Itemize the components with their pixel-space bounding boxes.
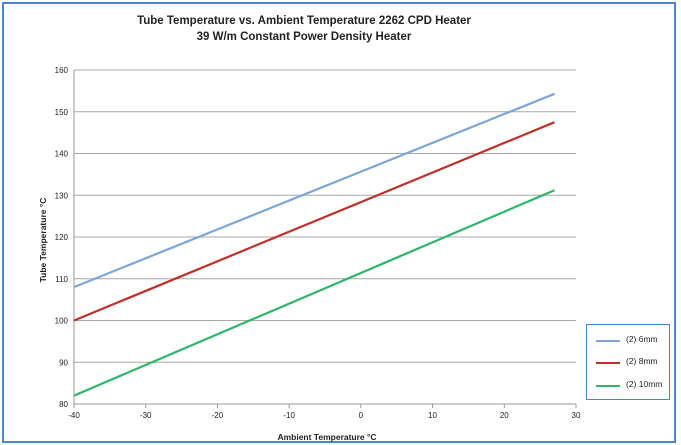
y-tick-label-160: 160 [55,66,69,75]
x-axis-title: Ambient Temperature °C [277,432,377,442]
x-tick-label--20: -20 [212,411,224,420]
x-tick-label--40: -40 [68,411,80,420]
x-tick-label-20: 20 [500,411,509,420]
y-axis-title: Tube Temperature °C [38,197,48,283]
legend-item-10mm: (2) 10mm [596,379,668,391]
x-tick-label-0: 0 [359,411,364,420]
series-line-0 [73,92,555,289]
y-tick-label-90: 90 [59,358,68,367]
legend-swatch-10mm [596,385,620,387]
legend-label-6mm: (2) 6mm [626,334,658,344]
y-tick-label-120: 120 [55,233,69,242]
y-tick-label-130: 130 [55,191,69,200]
y-tick-label-150: 150 [55,108,69,117]
legend-label-10mm: (2) 10mm [626,379,663,389]
legend-item-8mm: (2) 8mm [596,356,668,368]
x-tick-label--30: -30 [140,411,152,420]
x-tick-label-10: 10 [428,411,437,420]
y-tick-label-110: 110 [55,275,68,284]
y-tick-label-140: 140 [55,150,69,159]
legend-item-6mm: (2) 6mm [596,334,668,346]
legend: (2) 6mm (2) 8mm (2) 10mm [586,324,670,400]
x-tick-label-30: 30 [572,411,581,420]
plot-area: 80 90 100 110 120 130 140 150 160 -40 -30 -20 -10 0 10… [55,66,581,420]
y-tick-label-80: 80 [59,400,68,409]
legend-swatch-6mm [596,340,620,342]
series-line-1 [73,121,555,322]
x-tick-label--10: -10 [283,411,295,420]
legend-label-8mm: (2) 8mm [626,356,658,366]
series-line-2 [73,189,555,397]
chart-title: Tube Temperature vs. Ambient Temperature… [137,15,471,27]
legend-swatch-8mm [596,362,620,364]
y-tick-label-100: 100 [55,317,69,326]
chart-subtitle: 39 W/m Constant Power Density Heater [196,31,412,43]
